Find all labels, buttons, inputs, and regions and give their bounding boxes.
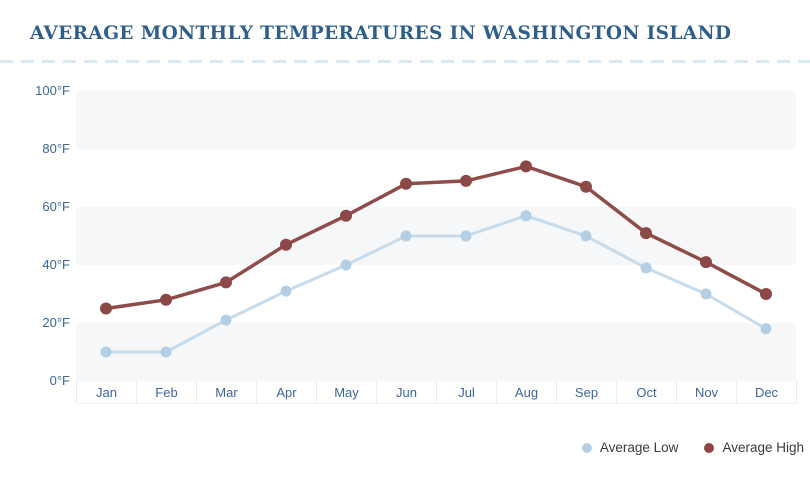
legend-label-high: Average High bbox=[722, 440, 804, 455]
y-axis: 100°F 80°F 60°F 40°F 20°F 0°F bbox=[0, 0, 70, 420]
x-axis-label-jun: Jun bbox=[376, 381, 436, 403]
x-axis-label-oct: Oct bbox=[616, 381, 676, 403]
x-axis-label-nov: Nov bbox=[676, 381, 736, 403]
x-axis-label-jan: Jan bbox=[76, 381, 136, 403]
y-axis-tick-label: 0°F bbox=[49, 373, 70, 388]
y-axis-tick-label: 100°F bbox=[35, 83, 70, 98]
title-divider-dashed-line bbox=[0, 60, 810, 63]
x-axis-label-may: May bbox=[316, 381, 376, 403]
legend: Average Low Average High bbox=[581, 440, 804, 455]
x-axis-label-jul: Jul bbox=[436, 381, 496, 403]
legend-item-average-low: Average Low bbox=[581, 440, 679, 455]
legend-marker-low-icon bbox=[581, 442, 592, 453]
legend-item-average-high: Average High bbox=[704, 440, 804, 455]
x-axis-label-sep: Sep bbox=[556, 381, 616, 403]
legend-marker-high-icon bbox=[704, 442, 715, 453]
y-axis-tick-label: 40°F bbox=[42, 257, 70, 272]
chart-title: AVERAGE MONTHLY TEMPERATURES IN WASHINGT… bbox=[30, 23, 732, 44]
x-axis-label-dec: Dec bbox=[736, 381, 796, 403]
x-axis: Jan Feb Mar Apr May Jun Jul Aug Sep Oct Nov Dec bbox=[76, 381, 797, 404]
plot-area bbox=[76, 91, 796, 381]
y-axis-tick-label: 60°F bbox=[42, 199, 70, 214]
y-axis-tick-label: 20°F bbox=[42, 315, 70, 330]
legend-label-low: Average Low bbox=[599, 440, 679, 455]
y-axis-tick-label: 80°F bbox=[42, 141, 70, 156]
x-axis-label-apr: Apr bbox=[256, 381, 316, 403]
x-axis-label-aug: Aug bbox=[496, 381, 556, 403]
x-axis-label-feb: Feb bbox=[136, 381, 196, 403]
x-axis-label-mar: Mar bbox=[196, 381, 256, 403]
